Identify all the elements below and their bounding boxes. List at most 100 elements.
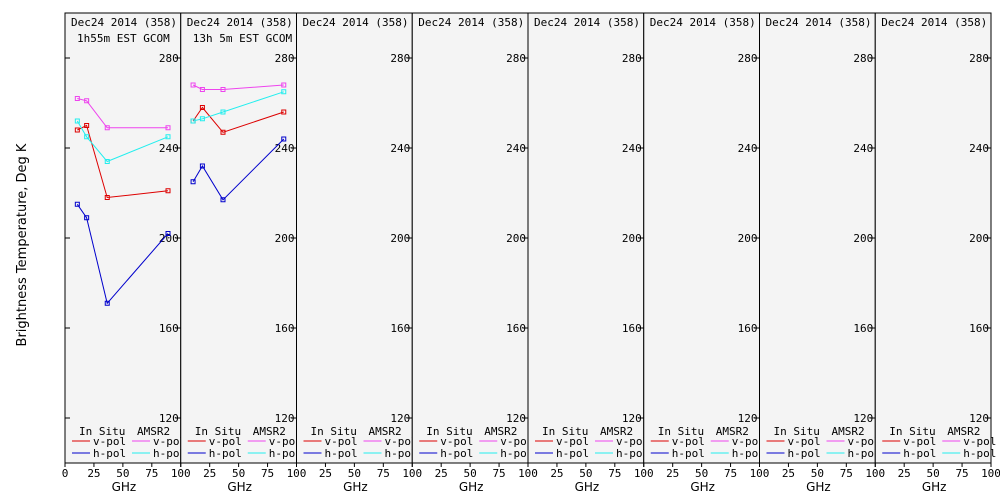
legend-label-amsr2_v: v-pol <box>848 435 881 448</box>
y-tick-label: 240 <box>275 142 295 155</box>
series-line-insitu_v <box>192 106 284 133</box>
y-tick-label: 200 <box>853 232 873 245</box>
x-axis-label: GHz <box>690 480 715 494</box>
x-tick-label: 75 <box>145 467 158 480</box>
x-axis-label: GHz <box>806 480 831 494</box>
legend-label-insitu_v: v-pol <box>325 435 358 448</box>
x-tick-label: 75 <box>955 467 968 480</box>
x-tick-label: 100 <box>287 467 307 480</box>
panel-7: Dec24 2014 (358) 120 160 200 240 280 25 50 75 100… <box>759 12 885 494</box>
panel-1: Dec24 2014 (358) 1h55m EST GCOM 120 160 200 2… <box>62 12 191 494</box>
x-tick-label: 100 <box>634 467 654 480</box>
y-tick-label: 280 <box>969 52 989 65</box>
legend-label-amsr2_h: h-pol <box>500 447 533 460</box>
data-point-insitu_v <box>199 105 205 110</box>
data-point-insitu_h <box>199 163 205 169</box>
legend-header-insitu: In Situ <box>774 425 820 438</box>
legend-label-insitu_h: h-pol <box>209 447 242 460</box>
data-point-amsr2_v <box>220 87 226 92</box>
y-tick-label: 280 <box>275 52 295 65</box>
y-tick-label: 120 <box>390 412 410 425</box>
x-axis-label: GHz <box>459 480 484 494</box>
y-tick-label: 120 <box>506 412 526 425</box>
series-line-amsr2_v <box>77 98 168 129</box>
legend-label-insitu_h: h-pol <box>93 447 126 460</box>
legend-label-insitu_h: h-pol <box>440 447 473 460</box>
x-tick-label: 25 <box>782 467 795 480</box>
panel-6: Dec24 2014 (358) 120 160 200 240 280 25 50 75 100… <box>643 12 769 494</box>
series-line-insitu_h <box>76 204 169 305</box>
data-point-amsr2_h <box>74 118 80 124</box>
x-tick-label: 100 <box>518 467 538 480</box>
x-tick-label: 50 <box>348 467 361 480</box>
y-tick-label: 200 <box>390 232 410 245</box>
y-tick-label: 280 <box>622 52 642 65</box>
data-point-insitu_h <box>104 300 110 306</box>
panel-title: Dec24 2014 (358) <box>303 16 409 29</box>
y-tick-label: 120 <box>853 412 873 425</box>
x-tick-label: 100 <box>981 467 1000 480</box>
x-tick-label: 25 <box>319 467 332 480</box>
x-tick-label: 25 <box>87 467 100 480</box>
data-point-insitu_h <box>84 215 90 221</box>
panel-title: Dec24 2014 (358) <box>187 16 293 29</box>
data-point-insitu_v <box>104 195 110 200</box>
legend-label-amsr2_v: v-pol <box>616 435 649 448</box>
series-line-insitu_h <box>192 138 285 201</box>
y-tick-label: 160 <box>969 322 989 335</box>
data-point-insitu_h <box>281 136 287 142</box>
x-tick-label: 25 <box>550 467 563 480</box>
panel-title: Dec24 2014 (358) <box>881 16 987 29</box>
x-tick-label: 50 <box>927 467 940 480</box>
panel-2: Dec24 2014 (358) 13h 5m EST GCOM 120 160 200… <box>180 12 307 494</box>
legend-label-insitu_v: v-pol <box>903 435 936 448</box>
panel-3: Dec24 2014 (358) 120 160 200 240 280 25 50 75 100… <box>296 12 422 494</box>
legend-label-amsr2_v: v-pol <box>269 435 302 448</box>
legend-label-amsr2_h: h-pol <box>153 447 186 460</box>
x-tick-label: 50 <box>464 467 477 480</box>
legend-label-insitu_v: v-pol <box>209 435 242 448</box>
legend-label-amsr2_v: v-pol <box>500 435 533 448</box>
panel-8: Dec24 2014 (358) 120 160 200 240 280 25 50 75 100… <box>874 12 1000 494</box>
legend-label-amsr2_h: h-pol <box>963 447 996 460</box>
panels-group: Dec24 2014 (358) 1h55m EST GCOM 120 160 200 2… <box>62 12 1000 494</box>
x-tick-label: 50 <box>811 467 824 480</box>
legend-label-insitu_v: v-pol <box>440 435 473 448</box>
series-line-amsr2_h <box>192 91 284 122</box>
x-axis-label: GHz <box>112 480 137 494</box>
y-tick-label: 200 <box>159 232 179 245</box>
legend-label-insitu_h: h-pol <box>672 447 705 460</box>
legend-label-amsr2_h: h-pol <box>616 447 649 460</box>
y-tick-label: 280 <box>506 52 526 65</box>
legend-header-amsr2: AMSR2 <box>253 425 286 438</box>
legend-header-amsr2: AMSR2 <box>369 425 402 438</box>
y-tick-label: 240 <box>969 142 989 155</box>
legend-label-amsr2_h: h-pol <box>848 447 881 460</box>
data-point-insitu_h <box>190 179 196 185</box>
x-tick-label: 100 <box>171 467 191 480</box>
y-tick-label: 160 <box>622 322 642 335</box>
y-tick-label: 200 <box>506 232 526 245</box>
panel-title: Dec24 2014 (358) <box>650 16 756 29</box>
x-tick-label: 75 <box>840 467 853 480</box>
legend-header-amsr2: AMSR2 <box>832 425 865 438</box>
data-point-amsr2_h <box>199 116 205 122</box>
y-tick-label: 280 <box>159 52 179 65</box>
plot-area <box>64 12 182 464</box>
y-tick-label: 200 <box>969 232 989 245</box>
x-tick-label: 75 <box>261 467 274 480</box>
y-tick-label: 120 <box>275 412 295 425</box>
legend-label-amsr2_v: v-pol <box>963 435 996 448</box>
y-tick-label: 240 <box>390 142 410 155</box>
x-tick-label: 50 <box>232 467 245 480</box>
y-tick-label: 120 <box>622 412 642 425</box>
y-axis-label: Brightness Temperature, Deg K <box>15 143 30 346</box>
panel-subtitle: 1h55m EST GCOM <box>77 32 170 45</box>
data-point-amsr2_v <box>190 82 196 88</box>
x-tick-label: 100 <box>402 467 422 480</box>
x-tick-label: 50 <box>579 467 592 480</box>
x-tick-label: 75 <box>608 467 621 480</box>
data-point-amsr2_h <box>220 109 226 115</box>
legend-header-insitu: In Situ <box>889 425 935 438</box>
